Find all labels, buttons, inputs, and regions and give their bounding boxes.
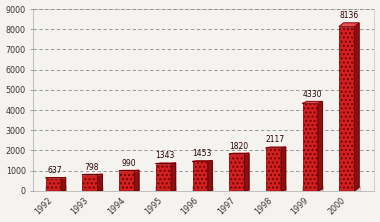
Bar: [266, 148, 281, 191]
Polygon shape: [318, 101, 322, 191]
Bar: [155, 186, 177, 191]
Polygon shape: [98, 174, 102, 191]
Polygon shape: [61, 178, 66, 191]
Text: 8136: 8136: [339, 11, 358, 20]
Text: 1343: 1343: [155, 151, 175, 160]
Polygon shape: [156, 163, 176, 164]
Polygon shape: [245, 153, 249, 191]
Bar: [46, 178, 61, 191]
Bar: [119, 186, 141, 191]
Polygon shape: [208, 161, 212, 191]
Polygon shape: [281, 147, 286, 191]
Text: 798: 798: [85, 163, 99, 172]
Bar: [46, 186, 67, 191]
Text: 1453: 1453: [192, 149, 212, 158]
Bar: [192, 186, 214, 191]
Bar: [156, 164, 171, 191]
Bar: [339, 186, 361, 191]
Bar: [193, 161, 208, 191]
Polygon shape: [355, 23, 359, 191]
Bar: [229, 154, 245, 191]
Bar: [339, 26, 355, 191]
Text: 4330: 4330: [302, 90, 322, 99]
Bar: [302, 103, 318, 191]
Polygon shape: [119, 170, 139, 171]
Polygon shape: [229, 153, 249, 154]
Polygon shape: [266, 147, 286, 148]
Polygon shape: [135, 170, 139, 191]
Text: 637: 637: [48, 166, 63, 175]
Polygon shape: [339, 23, 359, 26]
Bar: [229, 186, 250, 191]
Polygon shape: [171, 163, 176, 191]
Bar: [119, 171, 135, 191]
Text: 2117: 2117: [266, 135, 285, 144]
Text: 990: 990: [121, 159, 136, 168]
Text: 1820: 1820: [229, 141, 248, 151]
Bar: [266, 186, 287, 191]
Polygon shape: [82, 174, 102, 175]
Polygon shape: [302, 101, 322, 103]
Bar: [82, 186, 104, 191]
Bar: [302, 186, 324, 191]
Bar: [82, 175, 98, 191]
